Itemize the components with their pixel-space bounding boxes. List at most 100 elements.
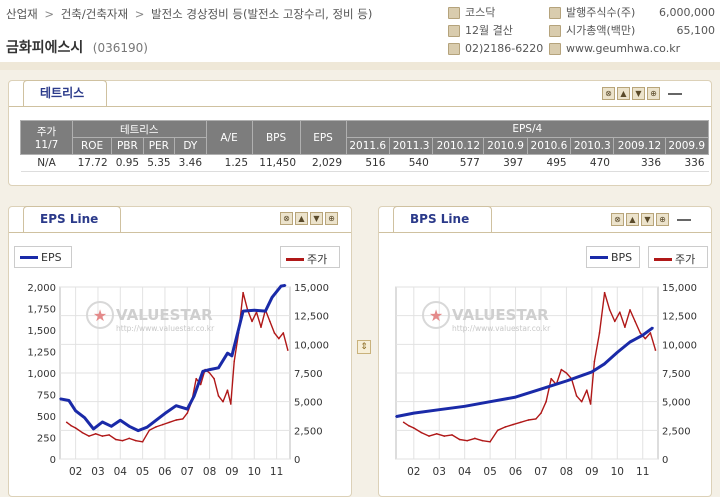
price-point	[115, 438, 117, 441]
breadcrumb: 산업재 > 건축/건축자재 > 발전소 경상정비 등(발전소 고장수리, 정비 …	[6, 6, 372, 22]
y-right-tick-label: 5,000	[294, 398, 323, 409]
x-tick-label: 03	[91, 466, 104, 478]
phone-label: 02)2186-6220	[465, 42, 544, 55]
price-point	[589, 403, 592, 405]
tab-underline	[9, 232, 351, 233]
y-right-tick-label: 12,500	[662, 312, 697, 323]
minimize-icon[interactable]	[668, 92, 682, 95]
move-up-button[interactable]: ▲	[295, 212, 308, 225]
collapse-button[interactable]: ⊗	[280, 212, 293, 225]
main-point	[128, 425, 131, 428]
price-point	[619, 311, 621, 314]
price-point	[481, 439, 484, 442]
price-point	[634, 320, 636, 323]
watermark-text: VALUESTAR	[116, 306, 213, 324]
homepage-link[interactable]: www.geumhwa.co.kr	[566, 42, 681, 55]
x-tick-label: 04	[458, 466, 472, 478]
table-row: N/A 17.72 0.95 5.35 3.46 1.25 11,450 2,0…	[20, 154, 709, 172]
collapse-button[interactable]: ⊗	[602, 87, 615, 100]
x-tick-label: 07	[534, 466, 547, 478]
company-title: 금화피에스시 (036190)	[6, 37, 148, 57]
price-point	[575, 395, 578, 397]
move-down-button[interactable]: ▼	[641, 213, 654, 226]
x-tick-label: 04	[114, 466, 128, 478]
tab-eps-line[interactable]: EPS Line	[23, 206, 122, 232]
bps-legend-item: BPS	[590, 251, 632, 264]
y-left-tick-label: 1,000	[27, 369, 56, 380]
price-point	[504, 426, 507, 428]
watermark-seal-icon	[422, 301, 450, 329]
price-point	[407, 424, 410, 427]
y-left-tick-label: 0	[50, 455, 56, 466]
move-up-button[interactable]: ▲	[626, 213, 639, 226]
price-point	[74, 427, 77, 429]
price-point	[222, 400, 224, 403]
col-eps-header: EPS	[299, 120, 347, 155]
breadcrumb-business[interactable]: 발전소 경상정비 등(발전소 고장수리, 정비 등)	[151, 7, 373, 21]
eps-panel-controls: ⊗ ▲ ▼ ⊕	[280, 212, 338, 225]
price-point	[286, 349, 289, 351]
bps-chart: 15,000 12,500 10,000 7,500 5,000 2,500 0 02 03 04…	[395, 283, 697, 478]
col-pbr: PBR	[111, 137, 144, 155]
watermark-text: VALUESTAR	[452, 306, 549, 324]
x-tick-label: 11	[270, 466, 283, 478]
breadcrumb-sector[interactable]: 산업재	[6, 7, 38, 21]
main-point	[641, 334, 644, 336]
price-point	[489, 441, 491, 443]
col-eps-q7: 2009.12	[613, 137, 666, 155]
company-info-right: 발행주식수(주) 6,000,000 시가총액(백만) 65,100 www.geu…	[549, 4, 715, 58]
price-point	[644, 337, 647, 340]
tab-trends[interactable]: 테트리스	[23, 80, 108, 106]
price-point	[565, 372, 568, 374]
price-swatch	[286, 257, 304, 261]
main-point	[208, 368, 211, 371]
cell-price: N/A	[20, 154, 73, 172]
price-point	[474, 437, 476, 440]
price-point	[420, 431, 423, 434]
col-eps-q1: 2011.6	[345, 137, 390, 155]
x-tick-label: 03	[433, 466, 446, 478]
col-eps-q2: 2011.3	[388, 137, 434, 155]
expand-button[interactable]: ⊕	[656, 213, 669, 226]
main-point	[202, 370, 204, 373]
price-swatch	[654, 257, 672, 261]
move-down-button[interactable]: ▼	[632, 87, 645, 100]
collapse-button[interactable]: ⊗	[611, 213, 624, 226]
price-date-label: 11/7	[34, 139, 59, 151]
price-point	[269, 320, 271, 323]
price-point	[629, 309, 631, 311]
col-per: PER	[142, 137, 176, 155]
bps-swatch	[590, 256, 608, 259]
breadcrumb-industry[interactable]: 건축/건축자재	[60, 7, 129, 21]
move-down-button[interactable]: ▼	[310, 212, 323, 225]
expand-button[interactable]: ⊕	[647, 87, 660, 100]
main-point	[413, 412, 415, 414]
move-up-button[interactable]: ▲	[617, 87, 630, 100]
eps-chart: 15,000 12,500 10,000 7,500 5,000 2,500 0 2,000 1…	[27, 283, 329, 478]
x-tick-label: 06	[509, 466, 523, 478]
col-bps-header: BPS	[251, 120, 301, 155]
tab-bps-line[interactable]: BPS Line	[393, 206, 493, 232]
panel-controls: ⊗ ▲ ▼ ⊕	[611, 213, 691, 226]
price-point	[535, 418, 537, 420]
main-point	[395, 415, 397, 418]
y-right-tick-label: 2,500	[294, 426, 323, 437]
minimize-icon[interactable]	[677, 218, 691, 221]
eps-legend-label: EPS	[41, 251, 62, 264]
main-point	[83, 416, 86, 419]
price-point	[443, 435, 446, 437]
main-point	[226, 352, 229, 355]
price-point	[88, 435, 90, 437]
price-point	[593, 360, 596, 363]
price-point	[608, 309, 611, 311]
price-point	[94, 432, 97, 435]
company-name: 금화피에스시	[6, 40, 84, 56]
market-icon	[448, 7, 460, 19]
price-point	[496, 429, 499, 432]
watermark-url: http://www.valuestar.co.kr	[116, 324, 215, 333]
swap-charts-button[interactable]: ⇕	[357, 340, 371, 354]
y-left-tick-label: 250	[37, 434, 56, 445]
x-tick-label: 05	[136, 466, 149, 478]
price-point	[186, 412, 189, 414]
expand-button[interactable]: ⊕	[325, 212, 338, 225]
